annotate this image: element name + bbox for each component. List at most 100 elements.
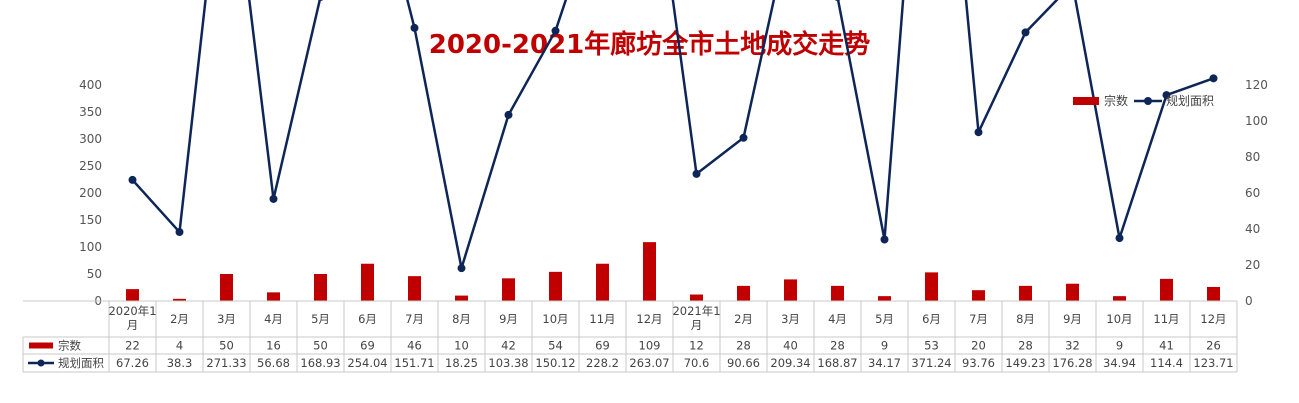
table-cell-value: 114.4 [1150, 356, 1183, 370]
line-point [128, 175, 137, 184]
table-cell-value: 34.17 [868, 356, 901, 370]
x-tick-label: 10月 [1106, 312, 1132, 326]
legend-key-point [1144, 97, 1152, 105]
line-point [834, 0, 841, 2]
y-left-tick-label: 150 [79, 213, 102, 227]
table-cell-value: 53 [924, 339, 939, 353]
table-cell-value: 46 [407, 339, 422, 353]
line-point [739, 133, 748, 142]
x-tick-label: 10月 [542, 312, 568, 326]
table-cell-value: 90.66 [727, 356, 760, 370]
line-point [410, 23, 419, 32]
line-point [1162, 91, 1171, 100]
x-tick-label: 8月 [452, 312, 471, 326]
table-cell-value: 40 [783, 339, 798, 353]
table-cell-value: 20 [971, 339, 986, 353]
line-point [551, 26, 560, 35]
table-cell-value: 69 [360, 339, 375, 353]
table-cell-value: 67.26 [116, 356, 149, 370]
x-tick-label: 12月 [636, 312, 662, 326]
bar [220, 274, 233, 301]
bar [737, 285, 750, 301]
y-right-tick-label: 0 [1245, 294, 1253, 308]
y-left-tick-label: 50 [87, 267, 102, 281]
table-cell-value: 10 [454, 339, 469, 353]
table-cell-value: 271.33 [206, 356, 246, 370]
bar [173, 298, 186, 301]
table-cell-value: 69 [595, 339, 610, 353]
table-cell-value: 9 [881, 339, 888, 353]
bar [408, 276, 421, 301]
table-cell-value: 70.6 [684, 356, 710, 370]
y-left-tick-label: 250 [79, 159, 102, 173]
series-line [131, 0, 1214, 270]
table-cell-value: 149.23 [1005, 356, 1045, 370]
line-point [175, 228, 184, 237]
legend-label: 规划面积 [1166, 93, 1214, 108]
bar [126, 289, 139, 301]
bar [1207, 286, 1220, 301]
x-tick-label: 6月 [358, 312, 377, 326]
y-right-tick-label: 120 [1245, 78, 1268, 92]
table-cell-value: 42 [501, 339, 516, 353]
table-cell-value: 22 [125, 339, 140, 353]
bar [1113, 296, 1126, 301]
bar [925, 272, 938, 301]
x-tick-label: 9月 [499, 312, 518, 326]
y-right-tick-label: 80 [1245, 150, 1260, 164]
x-tick-label: 7月 [405, 312, 424, 326]
x-tick-label: 2021年1 月 [672, 304, 720, 332]
x-tick-label-line: 月 [691, 318, 703, 332]
table-cell-value: 18.25 [445, 356, 478, 370]
table-cell-value: 263.07 [629, 356, 669, 370]
y-left-tick-label: 350 [79, 105, 102, 119]
table-cell-value: 93.76 [962, 356, 995, 370]
bar [267, 292, 280, 301]
x-tick-label-line: 2021年1 [672, 304, 720, 318]
bar [361, 263, 374, 301]
line-point [317, 0, 324, 1]
table-cell-value: 109 [639, 339, 661, 353]
y-left-tick-label: 300 [79, 132, 102, 146]
line-point [692, 169, 701, 178]
y-left-tick-label: 200 [79, 186, 102, 200]
bar [1019, 285, 1032, 301]
legend-label: 宗数 [1104, 93, 1128, 108]
table-cell-value: 34.94 [1103, 356, 1136, 370]
x-tick-label-line: 2020年1 [108, 304, 156, 318]
table-cell-value: 12 [689, 339, 704, 353]
line-point [504, 110, 513, 119]
table-cell-value: 28 [1018, 339, 1033, 353]
bar [1066, 283, 1079, 301]
x-tick-label: 9月 [1063, 312, 1082, 326]
bar [784, 279, 797, 301]
bar [596, 263, 609, 301]
x-tick-label: 3月 [781, 312, 800, 326]
y-left-tick-label: 100 [79, 240, 102, 254]
x-tick-label: 3月 [217, 312, 236, 326]
x-tick-label: 8月 [1016, 312, 1035, 326]
y-right-tick-label: 40 [1245, 222, 1260, 236]
table-row-header: 规划面积 [58, 356, 104, 370]
line-point [1115, 234, 1124, 243]
table-cell-value: 9 [1116, 339, 1123, 353]
bar [502, 278, 515, 301]
x-tick-label: 12月 [1200, 312, 1226, 326]
table-cell-value: 54 [548, 339, 563, 353]
table-key-bar [29, 342, 53, 349]
bar [831, 285, 844, 301]
bar [972, 290, 985, 301]
table-cell-value: 150.12 [535, 356, 575, 370]
table-cell-value: 41 [1159, 339, 1174, 353]
bar [878, 296, 891, 301]
y-right-tick-label: 100 [1245, 114, 1268, 128]
bar [549, 271, 562, 301]
table-cell-value: 371.24 [911, 356, 951, 370]
table-row-header: 宗数 [58, 339, 81, 353]
x-tick-label: 4月 [264, 312, 283, 326]
table-cell-value: 26 [1206, 339, 1221, 353]
line-point [269, 194, 278, 203]
x-tick-label: 6月 [922, 312, 941, 326]
table-cell-value: 32 [1065, 339, 1080, 353]
chart-title: 2020-2021年廊坊全市土地成交走势 [428, 30, 871, 60]
